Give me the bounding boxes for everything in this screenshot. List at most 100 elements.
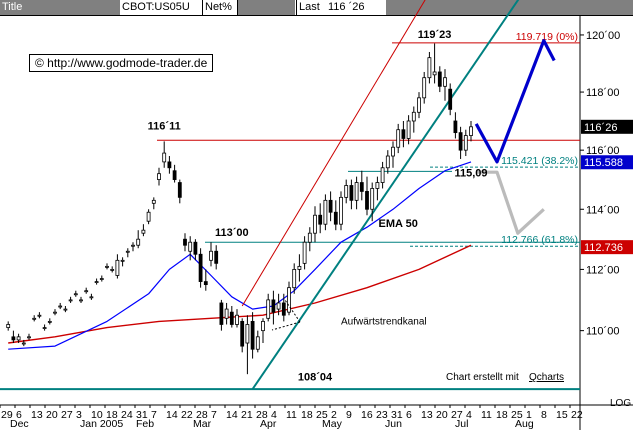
watermark-url: © http://www.godmode-trader.de [29, 54, 214, 72]
x-tick-label: 22 [181, 409, 193, 421]
candle-body [203, 281, 208, 286]
last-price-tag-label: 116´26 [584, 122, 617, 134]
x-month-label: May [322, 418, 343, 430]
x-tick-label: 28 [256, 409, 268, 421]
candle-body [120, 259, 125, 262]
candle-body [47, 320, 52, 323]
candle-body [443, 77, 447, 87]
candle-body [89, 296, 94, 299]
x-tick-label: 10 [91, 409, 103, 421]
candle-body [385, 155, 390, 169]
x-tick-label: 15 [556, 409, 568, 421]
x-tick-label: 29 [1, 409, 13, 421]
candle-body [151, 199, 156, 204]
x-tick-label: 27 [451, 409, 463, 421]
x-tick-label: 18 [496, 409, 508, 421]
candle-body [53, 311, 57, 314]
x-tick-label: 28 [196, 409, 208, 421]
label-trendchannel: Aufwärtstrendkanal [341, 316, 427, 327]
fib382-price-tag-label: 115.588 [584, 157, 623, 169]
x-tick-label: 6 [406, 409, 412, 421]
last-field-label: Last [296, 0, 326, 15]
x-month-label: Feb [136, 418, 154, 430]
fib382-price-tag [581, 155, 633, 170]
x-tick-label: 25 [316, 409, 328, 421]
x-tick-label: 11 [481, 409, 492, 421]
level-label-resistance-119-719: 119.719 (0%) [516, 31, 578, 43]
candle-body [281, 302, 286, 316]
candle-body [167, 161, 172, 169]
label-ema50: EMA 50 [379, 218, 418, 230]
candle-body [11, 336, 16, 341]
title-field-label: Title [0, 0, 120, 15]
y-tick-label: 116´00 [586, 145, 619, 157]
x-tick-label: 20 [436, 409, 448, 421]
candle-body [125, 250, 130, 253]
candle-body [328, 199, 333, 213]
x-tick-label: 25 [511, 409, 523, 421]
level-label-fib-382: 115.421 (38.2%) [501, 155, 578, 167]
candle-body [21, 342, 26, 345]
candle-body [84, 290, 89, 293]
candle-body [427, 57, 432, 79]
net-field-label: Net% [202, 0, 238, 15]
x-tick-label: 20 [46, 409, 58, 421]
candle-body [27, 336, 31, 339]
candle-body [313, 214, 317, 234]
candle-body [209, 250, 213, 261]
header-filler [386, 0, 633, 15]
ema50-line [8, 161, 472, 350]
x-month-label: Aug [515, 418, 534, 430]
x-tick-label: 18 [301, 409, 313, 421]
candle-body [214, 250, 219, 264]
candle-body [302, 241, 307, 264]
candle-body [411, 111, 416, 122]
y-tick-label: 120´00 [586, 30, 620, 42]
candle-body [136, 238, 141, 246]
candle-body [183, 238, 187, 246]
x-tick-label: 9 [346, 409, 352, 421]
candle-body [323, 199, 328, 225]
x-tick-label: 31 [136, 409, 148, 421]
x-month-label: Jan 2005 [80, 418, 123, 430]
x-tick-label: 21 [241, 409, 253, 421]
candle-body [229, 311, 234, 325]
trend-channel-upper [241, 0, 426, 307]
candle-body [359, 182, 364, 192]
x-tick-label: 4 [466, 409, 472, 421]
x-tick-label: 7 [211, 409, 217, 421]
candle-body [261, 320, 265, 332]
candle-body [172, 170, 177, 180]
x-tick-label: 3 [76, 409, 82, 421]
last-field-value: 116 ´26 [326, 0, 386, 15]
label-119-23: 119´23 [418, 29, 452, 41]
x-tick-label: 6 [16, 409, 22, 421]
candle-body [318, 214, 323, 225]
label-113-00: 113´00 [215, 227, 249, 239]
candle-body [193, 241, 198, 255]
candle-body [37, 314, 42, 317]
x-tick-label: 31 [391, 409, 403, 421]
candle-body [458, 132, 463, 151]
candle-body [339, 196, 343, 225]
symbol-field[interactable]: CBOT:US05U [120, 0, 202, 15]
candle-body [245, 324, 250, 344]
candle-body [333, 211, 338, 225]
candle-body [99, 278, 104, 280]
trendchannel-pointer [284, 299, 301, 323]
candle-body [292, 269, 297, 289]
candle-body [131, 244, 135, 247]
projection-down-arrow [476, 170, 545, 235]
candle-body [266, 299, 271, 319]
candle-body [68, 299, 73, 302]
candle-body [463, 135, 468, 151]
candle-body [255, 336, 260, 350]
candle-body [370, 188, 375, 210]
candle-body [391, 146, 395, 157]
candle-body [105, 265, 109, 268]
x-tick-label: 13 [421, 409, 433, 421]
candle-body [235, 314, 239, 325]
x-month-label: Jul [455, 418, 468, 430]
credit-text: Chart erstellt mit [446, 372, 519, 383]
candle-body [396, 129, 401, 148]
